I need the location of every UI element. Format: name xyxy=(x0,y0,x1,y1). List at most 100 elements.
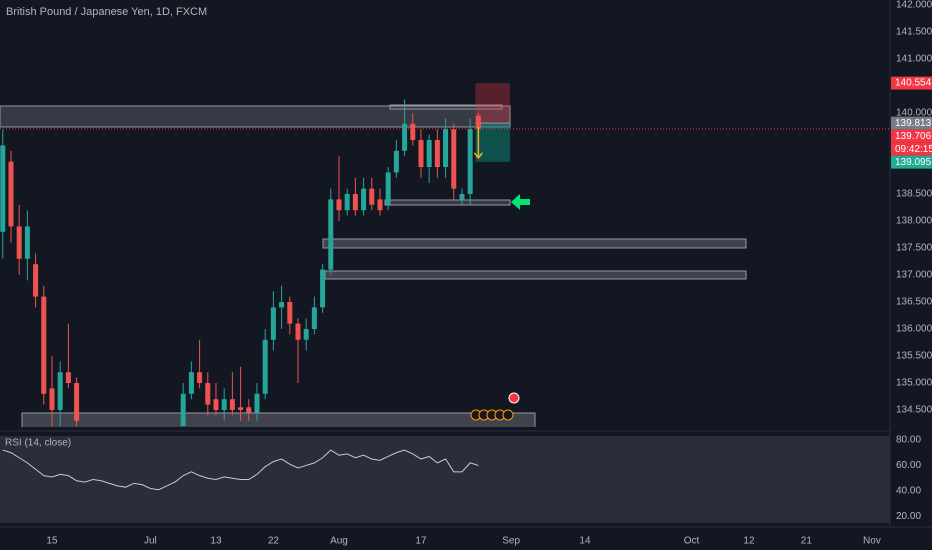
candle-body xyxy=(41,296,47,394)
y-tick-label: 136.000 xyxy=(896,324,932,335)
candle-body xyxy=(410,123,416,141)
candle-body xyxy=(188,372,194,394)
price-badge-label: 139.095 xyxy=(895,157,932,168)
candle-body xyxy=(377,199,383,211)
candle-body xyxy=(254,393,260,413)
price-badge xyxy=(891,76,932,90)
x-tick-label: 13 xyxy=(210,536,222,547)
candle-body xyxy=(246,407,252,413)
rsi-band xyxy=(0,436,890,523)
y-tick-label: 140.000 xyxy=(896,108,932,119)
candle-body xyxy=(303,328,309,340)
x-tick-label: 12 xyxy=(743,536,755,547)
x-tick-label: 14 xyxy=(579,536,591,547)
price-badge xyxy=(891,155,932,169)
candle-body xyxy=(295,323,301,340)
zone xyxy=(322,238,747,249)
stop-zone xyxy=(475,83,510,124)
y-tick-label: 138.500 xyxy=(896,189,932,200)
candle-body xyxy=(451,129,457,189)
x-tick-label: Sep xyxy=(502,536,520,547)
candle-body xyxy=(33,264,39,297)
x-tick-label: Aug xyxy=(330,536,348,547)
y-tick-label: 137.500 xyxy=(896,243,932,254)
x-tick-label: Nov xyxy=(863,536,881,547)
candle-body xyxy=(459,194,465,200)
x-tick-label: 21 xyxy=(801,536,813,547)
candle-body xyxy=(65,372,71,383)
candle-body xyxy=(336,199,342,211)
candle-body xyxy=(221,399,227,410)
y-tick-label: 136.500 xyxy=(896,297,932,308)
candle-body xyxy=(369,188,375,205)
zone xyxy=(324,270,747,280)
candle-body xyxy=(467,129,473,195)
countdown-badge xyxy=(891,142,932,156)
candle-body xyxy=(328,199,334,270)
y-tick-label: 40.00 xyxy=(896,486,921,497)
price-badge-label: 139.813 xyxy=(895,118,932,129)
y-tick-label: 138.000 xyxy=(896,216,932,227)
y-tick-label: 134.500 xyxy=(896,405,932,416)
arrow-marker xyxy=(511,194,530,210)
zone xyxy=(384,199,511,206)
candle-body xyxy=(443,129,449,168)
candle-body xyxy=(238,407,244,410)
candle-body xyxy=(270,307,276,340)
x-tick-label: 22 xyxy=(268,536,280,547)
event-icons xyxy=(470,392,520,421)
price-badge xyxy=(891,129,932,143)
candle-body xyxy=(393,150,399,173)
trade-arrow xyxy=(473,127,483,160)
rsi-title: RSI (14, close) xyxy=(5,438,71,449)
candle-body xyxy=(385,172,391,205)
countdown-label: 09:42:15 xyxy=(895,144,932,155)
zone xyxy=(21,412,536,427)
candle-body xyxy=(426,140,432,168)
candle-body xyxy=(197,372,203,383)
candle-body xyxy=(262,339,268,394)
candle-body xyxy=(287,301,293,324)
y-tick-label: 135.000 xyxy=(896,378,932,389)
zone xyxy=(389,104,503,110)
price-badge-label: 139.706 xyxy=(895,131,932,142)
rsi-line xyxy=(2,449,479,491)
y-tick-label: 80.00 xyxy=(896,434,921,445)
x-tick-label: 17 xyxy=(415,536,427,547)
candle-body xyxy=(8,161,14,227)
candle-body xyxy=(352,194,358,211)
y-tick-label: 135.500 xyxy=(896,351,932,362)
candle-body xyxy=(180,393,186,427)
y-tick-label: 60.00 xyxy=(896,460,921,471)
y-tick-label: 141.000 xyxy=(896,54,932,65)
candle-body xyxy=(24,226,30,259)
zone xyxy=(0,105,511,128)
candle-body xyxy=(434,140,440,168)
candle-body xyxy=(16,226,22,259)
x-tick-label: 15 xyxy=(46,536,58,547)
candle-body xyxy=(205,382,211,405)
candle-body xyxy=(418,140,424,168)
candle-body xyxy=(402,123,408,151)
candle-body xyxy=(311,307,317,329)
candle-body xyxy=(320,269,326,308)
y-tick-label: 20.00 xyxy=(896,511,921,522)
candle-body xyxy=(279,301,285,308)
x-tick-label: Jul xyxy=(144,536,157,547)
candle-body xyxy=(361,188,367,211)
event-icon xyxy=(502,409,514,421)
chart-title: British Pound / Japanese Yen, 1D, FXCM xyxy=(6,6,207,18)
candle-body xyxy=(0,145,6,232)
price-badge-label: 140.554 xyxy=(895,78,932,89)
candle-body xyxy=(229,399,235,410)
y-tick-label: 141.500 xyxy=(896,27,932,38)
price-pane xyxy=(0,83,890,427)
rsi-pane xyxy=(2,449,479,491)
event-icon xyxy=(508,392,520,404)
y-tick-label: 137.000 xyxy=(896,270,932,281)
candle-body xyxy=(344,194,350,211)
candle-body xyxy=(213,399,219,410)
price-badge xyxy=(891,116,932,130)
candle-body xyxy=(57,372,63,410)
